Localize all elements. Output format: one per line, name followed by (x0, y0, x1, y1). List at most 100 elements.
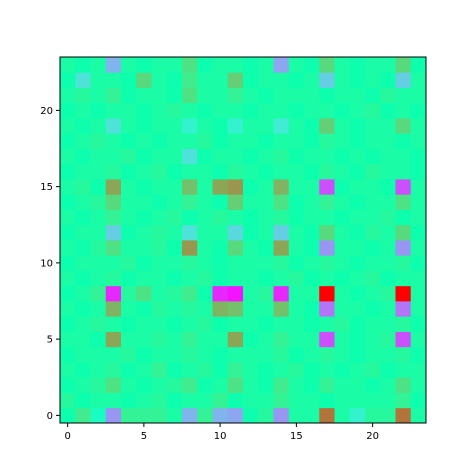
heatmap-cell (227, 57, 244, 73)
heatmap-cell (227, 179, 244, 195)
heatmap-cell (410, 285, 427, 302)
heatmap-cell (60, 407, 76, 424)
heatmap-cell (304, 255, 320, 271)
x-tick-label: 5 (141, 431, 147, 442)
heatmap-cell (151, 102, 168, 119)
heatmap-cell (166, 179, 183, 195)
heatmap-cell (227, 194, 244, 210)
heatmap-cell (258, 163, 274, 180)
heatmap-cell (151, 72, 168, 88)
heatmap-cell (121, 224, 137, 241)
heatmap-cell (319, 407, 335, 424)
heatmap-cell (319, 240, 335, 256)
heatmap-cell (365, 118, 381, 134)
heatmap-cell (60, 301, 76, 317)
heatmap-cell (212, 392, 229, 409)
heatmap-cell (288, 255, 305, 271)
heatmap-cell (197, 346, 213, 363)
heatmap-cell (151, 407, 168, 424)
heatmap-cell (273, 255, 290, 271)
heatmap-cell (319, 301, 335, 317)
heatmap-cell (90, 179, 107, 195)
heatmap-cell (380, 87, 396, 104)
heatmap-cell (60, 362, 76, 378)
heatmap-cell (243, 392, 259, 409)
heatmap-cell (395, 163, 412, 180)
heatmap-cell (227, 163, 244, 180)
heatmap-cell (380, 118, 396, 134)
heatmap-cell (273, 194, 290, 210)
heatmap-cell (166, 270, 183, 287)
heatmap-cell (273, 224, 290, 241)
heatmap-cell (227, 407, 244, 424)
heatmap-cell (334, 346, 351, 363)
heatmap-cell (273, 163, 290, 180)
heatmap-cell (273, 240, 290, 256)
heatmap-cell (304, 209, 320, 226)
heatmap-cell (380, 301, 396, 317)
heatmap-cell (151, 362, 168, 378)
heatmap-cell (136, 240, 152, 256)
heatmap-cell (182, 407, 198, 424)
heatmap-cell (212, 87, 229, 104)
heatmap-cell (288, 194, 305, 210)
heatmap-cell (75, 224, 91, 241)
heatmap-cell (60, 316, 76, 332)
heatmap-cell (258, 331, 274, 348)
heatmap-cell (243, 270, 259, 287)
heatmap-cell (90, 377, 107, 393)
heatmap-cell (365, 240, 381, 256)
heatmap-cell (410, 346, 427, 363)
heatmap-cell (197, 72, 213, 88)
heatmap-cell (319, 331, 335, 348)
heatmap-cell (136, 301, 152, 317)
heatmap-cell (166, 87, 183, 104)
heatmap-cell (395, 270, 412, 287)
heatmap-cell (395, 240, 412, 256)
heatmap-cell (212, 407, 229, 424)
heatmap-cell (410, 362, 427, 378)
heatmap-cell (334, 316, 351, 332)
heatmap-cell (60, 209, 76, 226)
heatmap-cell (334, 57, 351, 73)
heatmap-cell (75, 102, 91, 119)
heatmap-cell (105, 392, 122, 409)
heatmap-cell (75, 407, 91, 424)
heatmap-cell (349, 148, 366, 165)
heatmap-cell (121, 407, 137, 424)
heatmap-cell (349, 301, 366, 317)
heatmap-cell (380, 179, 396, 195)
heatmap-cell (258, 316, 274, 332)
heatmap-cell (227, 285, 244, 302)
heatmap-cell (166, 285, 183, 302)
heatmap-cell (136, 331, 152, 348)
heatmap-cell (380, 270, 396, 287)
heatmap-cell (197, 301, 213, 317)
heatmap-cell (273, 331, 290, 348)
heatmap-cell (395, 209, 412, 226)
heatmap-cell (182, 57, 198, 73)
heatmap-cell (334, 362, 351, 378)
heatmap-cell (365, 270, 381, 287)
heatmap-cell (60, 240, 76, 256)
heatmap-cell (212, 57, 229, 73)
heatmap-cell (319, 285, 335, 302)
heatmap-cell (273, 316, 290, 332)
heatmap-cell (212, 163, 229, 180)
heatmap-cell (319, 194, 335, 210)
heatmap-cell (395, 316, 412, 332)
heatmap-cell (304, 392, 320, 409)
heatmap-cell (227, 224, 244, 241)
heatmap-cell (166, 377, 183, 393)
heatmap-cell (90, 118, 107, 134)
heatmap-cell (319, 209, 335, 226)
heatmap-cell (304, 179, 320, 195)
heatmap-cell (410, 102, 427, 119)
heatmap-cell (182, 194, 198, 210)
heatmap-cell (273, 362, 290, 378)
heatmap-cell (197, 392, 213, 409)
heatmap-cell (60, 179, 76, 195)
heatmap-cell (319, 362, 335, 378)
heatmap-cell (410, 148, 427, 165)
heatmap-cell (151, 148, 168, 165)
